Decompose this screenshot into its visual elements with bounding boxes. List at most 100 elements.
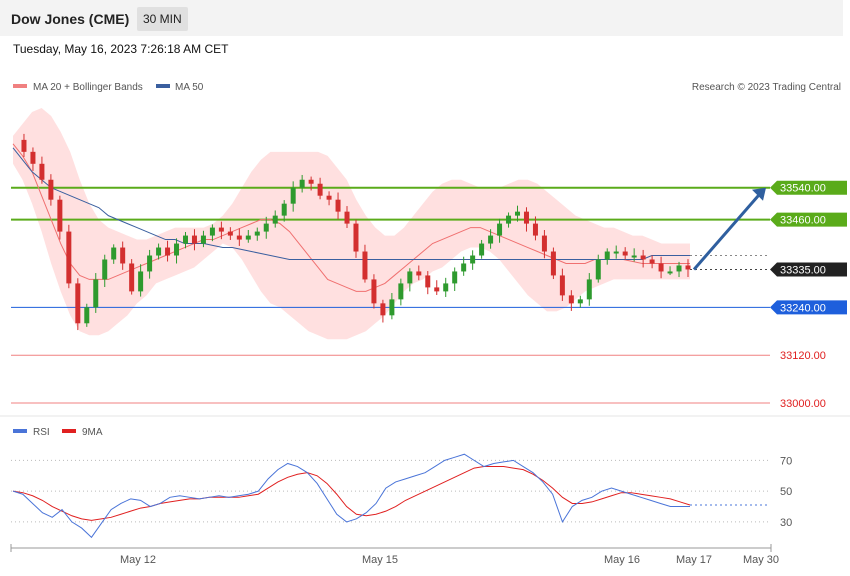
rsi-legend-swatch (13, 429, 27, 433)
candle-body (174, 243, 180, 256)
candle (676, 261, 682, 278)
candle-body (640, 255, 646, 260)
candle (299, 174, 305, 193)
candle-body (218, 227, 224, 232)
candle-body (120, 247, 126, 264)
candle-body (362, 251, 368, 280)
ma20-legend-label: MA 20 + Bollinger Bands (33, 82, 143, 93)
candle (84, 303, 90, 327)
candle-body (299, 179, 305, 188)
candle (317, 177, 323, 200)
candle-body (263, 223, 269, 232)
candle-body (425, 275, 431, 288)
candle-body (550, 251, 556, 276)
rsi-tick-50: 50 (780, 486, 792, 498)
candle-body (308, 179, 314, 184)
candle-body (272, 215, 278, 224)
candle (326, 191, 332, 206)
candle (290, 181, 296, 212)
candle-body (93, 279, 99, 308)
candle (308, 176, 314, 191)
candle (640, 249, 646, 268)
candle (586, 273, 592, 306)
candle-body (182, 235, 188, 244)
bollinger-band (13, 107, 690, 340)
candle (48, 174, 54, 206)
candle (488, 229, 494, 249)
candle (39, 156, 45, 184)
ma50-line (12, 147, 690, 260)
level-label-33120-00: 33120.00 (780, 350, 826, 362)
candle (604, 248, 610, 265)
candle (380, 299, 386, 323)
candle-body (452, 271, 458, 284)
candle-body (209, 227, 215, 236)
candle (218, 221, 224, 240)
candle-body (236, 235, 242, 240)
rsi-line (12, 453, 690, 539)
candle-body (353, 223, 359, 252)
candle-body (147, 255, 153, 272)
candle (389, 292, 395, 320)
level-tag-text: 33240.00 (780, 302, 826, 314)
candle-body (380, 303, 386, 316)
candle-body (577, 299, 583, 304)
candle-body (604, 251, 610, 260)
candle-body (30, 151, 36, 164)
candle (182, 231, 188, 249)
candle-body (532, 223, 538, 236)
level-tag-bg (770, 262, 847, 277)
candle-body (497, 223, 503, 236)
level-tag-text: 33335.00 (780, 264, 826, 276)
candle-body (57, 199, 63, 232)
candle (111, 244, 117, 264)
timestamp: Tuesday, May 16, 2023 7:26:18 AM CET (13, 42, 229, 56)
candle (568, 290, 574, 311)
candle-body (398, 283, 404, 300)
candle (470, 250, 476, 270)
x-tick-label: May 15 (362, 554, 398, 566)
candle-body (227, 231, 233, 236)
candle-body (254, 231, 260, 236)
candle (550, 247, 556, 280)
candle-body (631, 255, 637, 258)
candle-body (658, 263, 664, 272)
candle-body (568, 295, 574, 304)
candle-body (434, 287, 440, 292)
rsi-legend-label: RSI (33, 427, 50, 438)
candle-body (685, 265, 691, 270)
candle (523, 207, 529, 232)
candle (93, 273, 99, 313)
candle (254, 227, 260, 241)
candle-body (506, 215, 512, 224)
candle-body (290, 187, 296, 204)
candle (129, 259, 135, 295)
candle-body (66, 231, 72, 284)
candle (595, 254, 601, 283)
candle (371, 274, 377, 309)
symbol-title: Dow Jones (CME) (11, 11, 130, 27)
candle (200, 230, 206, 248)
candle (398, 278, 404, 306)
candle-body (479, 243, 485, 256)
credit-text: Research © 2023 Trading Central (692, 82, 841, 93)
candle-body (586, 279, 592, 300)
candle (416, 265, 422, 281)
candle (425, 271, 431, 295)
candle (245, 229, 251, 243)
timeframe-button[interactable]: 30 MIN (137, 7, 188, 31)
ma50-legend-label: MA 50 (175, 82, 204, 93)
candle (667, 266, 673, 276)
candle (344, 206, 350, 228)
candle-body (111, 247, 117, 260)
candle (263, 216, 269, 239)
candle-body (407, 271, 413, 284)
level-tag-33335-00: 33335.00 (770, 262, 847, 277)
candle-body (622, 251, 628, 256)
x-tick-label: May 30 (743, 554, 779, 566)
candle-body (443, 283, 449, 292)
rsi-panel: 70 50 30 (11, 453, 792, 539)
candle-body (281, 203, 287, 216)
candle-body (389, 299, 395, 316)
